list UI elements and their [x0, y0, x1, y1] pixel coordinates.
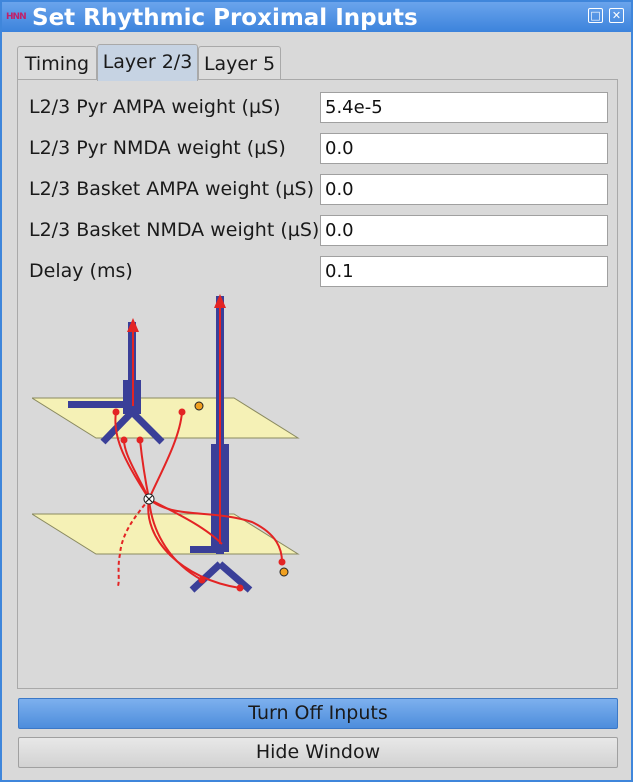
- title-bar[interactable]: HNN Set Rhythmic Proximal Inputs □ ✕: [2, 2, 631, 32]
- window-title: Set Rhythmic Proximal Inputs: [32, 5, 418, 31]
- tab-layer-2-3[interactable]: Layer 2/3: [97, 44, 198, 81]
- close-button[interactable]: ✕: [609, 8, 624, 23]
- delay-input[interactable]: [320, 256, 608, 287]
- field-label-basket-nmda: L2/3 Basket NMDA weight (µS): [29, 219, 320, 241]
- layer-5-plane: [32, 513, 300, 555]
- proximal-input-diagram: [32, 294, 300, 593]
- tab-layer-5[interactable]: Layer 5: [198, 46, 281, 80]
- basket-ampa-weight-input[interactable]: [320, 174, 608, 205]
- synapse-dots: [112, 408, 286, 592]
- field-label-pyr-nmda: L2/3 Pyr NMDA weight (µS): [29, 137, 286, 159]
- close-icon: ✕: [611, 9, 622, 22]
- l2-3-basket-cell: [194, 401, 204, 411]
- tab-panel: L2/3 Pyr AMPA weight (µS) L2/3 Pyr NMDA …: [17, 79, 618, 689]
- pyr-nmda-weight-input[interactable]: [320, 133, 608, 164]
- field-label-pyr-ampa: L2/3 Pyr AMPA weight (µS): [29, 96, 281, 118]
- tab-timing[interactable]: Timing: [17, 46, 97, 80]
- input-source-node: [143, 493, 155, 505]
- proximal-input-lines: [114, 294, 283, 589]
- hide-window-button[interactable]: Hide Window: [18, 737, 618, 768]
- pyr-ampa-weight-input[interactable]: [320, 92, 608, 123]
- field-label-basket-ampa: L2/3 Basket AMPA weight (µS): [29, 178, 315, 200]
- restore-button[interactable]: □: [588, 8, 603, 23]
- field-label-delay: Delay (ms): [29, 260, 133, 282]
- basket-nmda-weight-input[interactable]: [320, 215, 608, 246]
- app-logo-icon: HNN: [6, 12, 27, 22]
- turn-off-inputs-button[interactable]: Turn Off Inputs: [18, 698, 618, 729]
- l5-basket-cell: [279, 567, 289, 577]
- restore-icon: □: [590, 9, 601, 22]
